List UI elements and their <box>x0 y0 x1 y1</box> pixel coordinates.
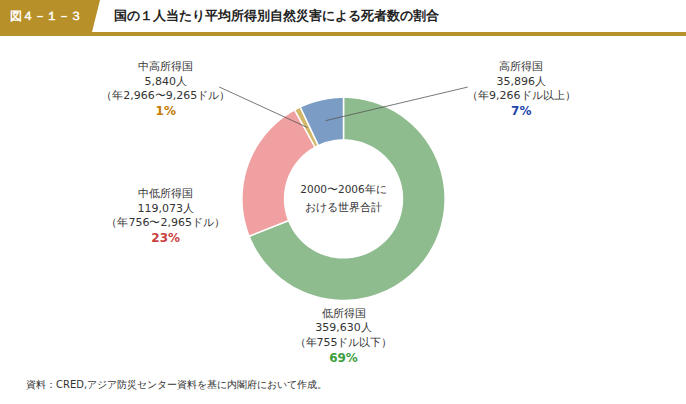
svg-text:69%: 69% <box>329 351 358 365</box>
svg-text:（年755ドル以下）: （年755ドル以下） <box>295 336 393 349</box>
svg-text:1%: 1% <box>156 104 176 118</box>
svg-text:2000〜2006年に: 2000〜2006年に <box>300 183 386 195</box>
svg-text:5,840人: 5,840人 <box>144 75 187 88</box>
html-text:国の１人当たり平均所得別自然災害による死者数の割合: 国の１人当たり平均所得別自然災害による死者数の割合 <box>114 8 439 23</box>
svg-text:7%: 7% <box>511 104 531 118</box>
svg-text:35,896人: 35,896人 <box>497 75 547 88</box>
html-text:資料：CRED,アジア防災センター資料を基に内閣府において作: 資料：CRED,アジア防災センター資料を基に内閣府において作成。 <box>26 379 328 390</box>
svg-text:（年756〜2,965ドル）: （年756〜2,965ドル） <box>106 216 225 229</box>
svg-text:おける世界合計: おける世界合計 <box>305 201 382 214</box>
svg-text:359,630人: 359,630人 <box>315 321 372 334</box>
html-text:図４－１－３: 図４－１－３ <box>10 9 82 23</box>
svg-text:低所得国: 低所得国 <box>322 307 366 320</box>
svg-text:中高所得国: 中高所得国 <box>138 60 193 73</box>
svg-text:（年2,966〜9,265ドル）: （年2,966〜9,265ドル） <box>101 89 230 102</box>
svg-text:高所得国: 高所得国 <box>499 60 543 73</box>
svg-text:中低所得国: 中低所得国 <box>138 187 193 200</box>
svg-text:23%: 23% <box>151 231 180 245</box>
svg-text:（年9,266ドル以上）: （年9,266ドル以上） <box>467 89 576 102</box>
svg-text:119,073人: 119,073人 <box>137 202 194 215</box>
